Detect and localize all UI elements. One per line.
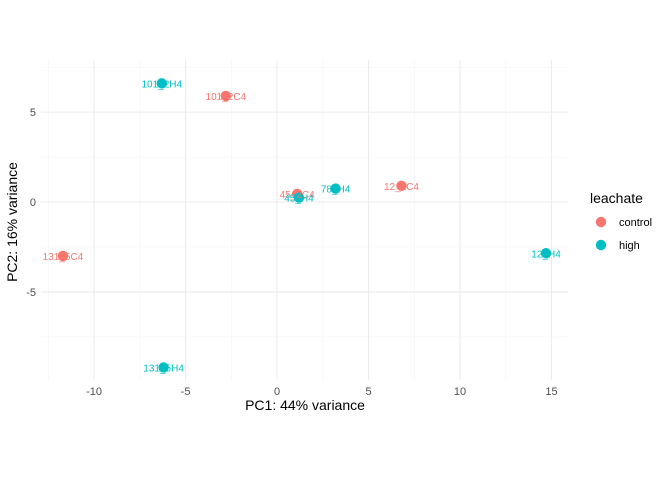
point-labels: 101_2C4 12_2C4 45_2C4 131_5C4 101_2H4 78_H4 45… [43, 79, 562, 374]
point-label: 101_2H4 [141, 79, 182, 90]
legend-key-control [595, 216, 607, 228]
data-point-high [156, 78, 167, 89]
y-axis-title: PC2: 16% variance [4, 162, 20, 282]
legend-title: leachate [590, 190, 643, 206]
x-tick-label: 10 [454, 386, 466, 398]
point-label: 45_H4 [284, 194, 314, 205]
point-label: 12_2C4 [384, 182, 419, 193]
point-label: 131_5C4 [43, 252, 84, 263]
data-points [57, 78, 552, 373]
point-label: 131_5H4 [143, 363, 184, 374]
data-point-control [57, 250, 69, 262]
x-axis-ticks: -10 -5 0 5 10 15 [86, 386, 558, 398]
x-tick-label: 0 [274, 386, 280, 398]
x-axis-title: PC1: 44% variance [245, 397, 365, 413]
legend: leachate control high [590, 190, 652, 252]
x-tick-label: 15 [545, 386, 557, 398]
legend-label-high: high [619, 240, 640, 252]
point-label: 45_2C4 [280, 190, 315, 201]
x-tick-label: -5 [181, 386, 191, 398]
x-tick-label: -10 [86, 386, 102, 398]
data-point-control [220, 90, 232, 102]
point-label: 78_H4 [321, 185, 351, 196]
data-point-high [158, 362, 169, 373]
y-tick-label: 0 [30, 197, 36, 209]
legend-item-control: control [595, 216, 652, 229]
legend-key-high [595, 239, 607, 251]
major-gridlines [41, 60, 568, 380]
data-point-high [293, 192, 305, 203]
point-label: 101_2C4 [206, 92, 247, 103]
data-point-high [330, 183, 341, 194]
x-tick-label: 5 [365, 386, 371, 398]
data-point-control [396, 180, 407, 192]
y-tick-label: 5 [30, 107, 36, 119]
minor-gridlines [41, 60, 568, 380]
y-axis-ticks: -5 0 5 [26, 107, 36, 299]
data-point-high [540, 248, 552, 259]
legend-item-high: high [595, 239, 640, 252]
point-label: 12_H4 [531, 249, 561, 260]
legend-label-control: control [619, 217, 652, 229]
y-tick-label: -5 [26, 287, 36, 299]
